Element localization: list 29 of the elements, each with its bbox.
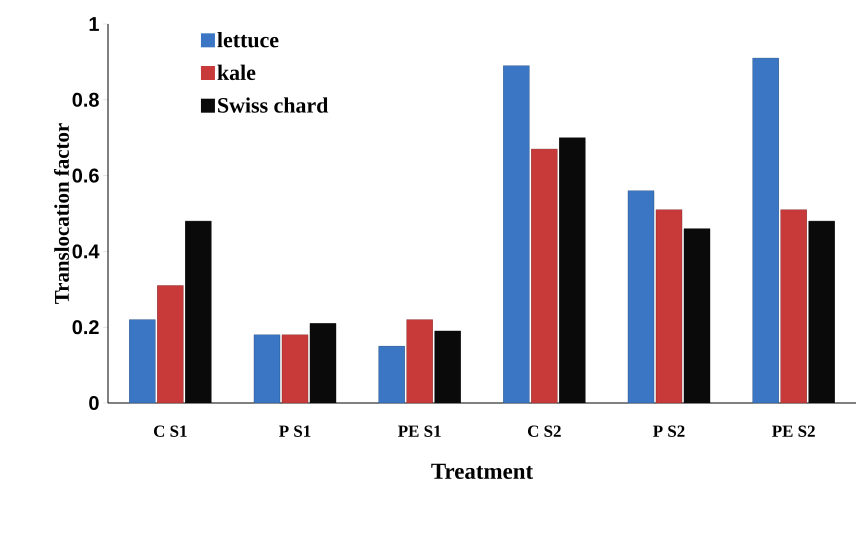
y-tick-label: 0.8 [72, 92, 99, 107]
bar [254, 334, 280, 404]
bar [656, 210, 682, 404]
y-tick-label: 1 [90, 17, 99, 31]
x-tick-label: PE S2 [772, 426, 815, 437]
y-tick-label: 0 [89, 396, 99, 410]
y-tick-label: 0.6 [72, 168, 99, 183]
x-tick-label: P S2 [653, 426, 684, 437]
y-axis-title: Translocation factor [54, 123, 69, 304]
bar [378, 346, 405, 404]
x-tick-label: P S1 [279, 426, 310, 437]
legend-label: Swiss chard [218, 97, 328, 113]
x-tick-label: C S1 [154, 426, 187, 437]
x-axis-title: Treatment [431, 464, 534, 479]
legend-label: kale [217, 64, 256, 80]
x-tick-label: PE S1 [398, 426, 441, 437]
bar [157, 285, 184, 404]
bar [129, 319, 156, 404]
y-tick-label: 0.4 [72, 244, 100, 258]
bar [628, 190, 654, 404]
bar [503, 65, 530, 404]
y-tick-label: 0.2 [72, 320, 99, 334]
bar [780, 210, 807, 404]
bar [531, 148, 558, 404]
bar [282, 334, 308, 404]
bar [406, 319, 433, 404]
x-tick-label: C S2 [528, 426, 561, 437]
bar [752, 58, 779, 404]
legend-label: lettuce [217, 32, 278, 48]
